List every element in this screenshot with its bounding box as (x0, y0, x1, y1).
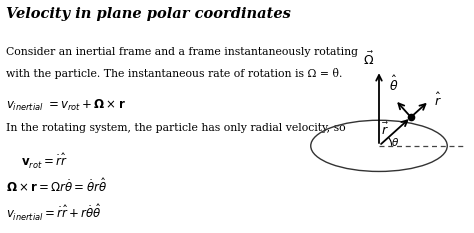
Text: $\hat{\theta}$: $\hat{\theta}$ (389, 75, 398, 94)
Text: In the rotating system, the particle has only radial velocity, so: In the rotating system, the particle has… (6, 123, 346, 134)
Text: $\theta$: $\theta$ (392, 137, 400, 148)
Text: with the particle. The instantaneous rate of rotation is Ω = θ̇.: with the particle. The instantaneous rat… (6, 68, 342, 79)
Text: $\vec{\Omega}$: $\vec{\Omega}$ (363, 51, 374, 68)
Text: $\mathit{v}_{inertial} = \dot{r}\hat{r} + r\dot{\theta}\hat{\theta}$: $\mathit{v}_{inertial} = \dot{r}\hat{r} … (6, 203, 101, 223)
Text: $\mathbf{v}_{rot} = \dot{r}\hat{r}$: $\mathbf{v}_{rot} = \dot{r}\hat{r}$ (21, 151, 67, 171)
Text: $\mathit{v}_{inertial}$ $= \mathit{v}_{rot} + \mathbf{\Omega} \times \mathbf{r}$: $\mathit{v}_{inertial}$ $= \mathit{v}_{r… (6, 98, 126, 113)
Text: Velocity in plane polar coordinates: Velocity in plane polar coordinates (6, 7, 291, 21)
Text: $\mathbf{\Omega} \times \mathbf{r} = \Omega r\dot{\theta} = \dot{\theta}r\hat{\t: $\mathbf{\Omega} \times \mathbf{r} = \Om… (6, 177, 107, 195)
Text: $\vec{r}$: $\vec{r}$ (381, 122, 389, 138)
Text: Consider an inertial frame and a frame instantaneously rotating: Consider an inertial frame and a frame i… (6, 47, 358, 57)
Text: $\hat{r}$: $\hat{r}$ (434, 92, 442, 109)
